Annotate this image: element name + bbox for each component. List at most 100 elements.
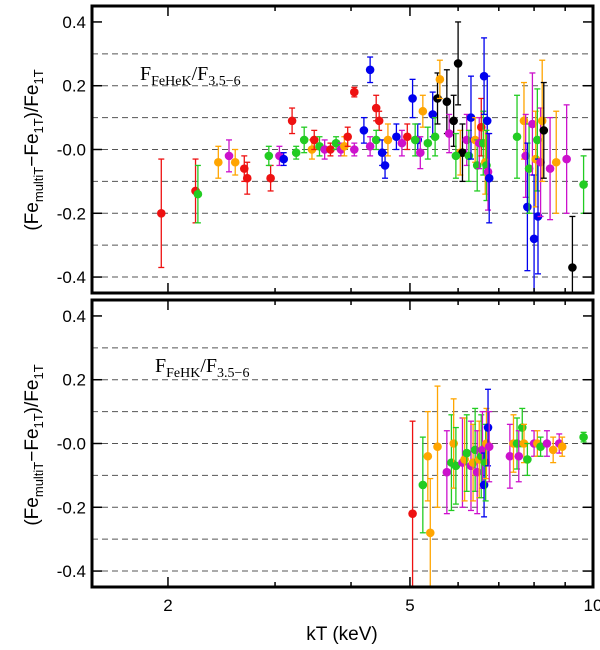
data-point-green: [579, 432, 588, 442]
data-point-green: [264, 151, 274, 161]
data-point-red: [242, 173, 252, 183]
data-point-orange: [383, 135, 393, 145]
data-point-black: [568, 263, 577, 272]
data-point-orange: [449, 439, 458, 448]
data-point-blue: [428, 110, 438, 119]
data-point-magenta: [528, 119, 537, 129]
data-point-green: [423, 138, 433, 148]
data-point-magenta: [542, 439, 552, 448]
y-tick-label: 0.4: [62, 13, 86, 32]
data-point-red: [343, 132, 352, 142]
data-point-green: [430, 132, 440, 142]
data-point-magenta: [462, 135, 472, 145]
x-ticks-bottom: [167, 300, 594, 587]
data-point-orange: [433, 442, 442, 451]
y-tick-label: 0.2: [62, 371, 86, 390]
x-tick-label: 5: [405, 596, 414, 615]
data-point-green: [462, 448, 472, 458]
y-tick-label: 0.4: [62, 307, 86, 326]
data-point-orange: [551, 157, 561, 167]
data-point-red: [371, 103, 381, 113]
data-point-red: [156, 208, 166, 218]
data-point-green: [470, 445, 480, 455]
data-point-blue: [482, 116, 492, 126]
data-point-orange: [423, 451, 433, 461]
data-point-green: [512, 132, 522, 142]
data-point-magenta: [478, 445, 487, 455]
x-tick-label: 10: [584, 596, 600, 615]
data-point-black: [449, 116, 458, 126]
y-axis-title-top: (FemultiT−Fe1T)/Fe1T: [22, 69, 46, 230]
data-point-green: [291, 148, 301, 157]
data-point-green: [299, 135, 309, 145]
data-point-magenta: [562, 154, 571, 164]
x-ticks-top: [167, 6, 594, 293]
data-point-magenta: [365, 142, 375, 151]
data-point-red: [266, 173, 275, 183]
y-tick-label: 0.2: [62, 77, 86, 96]
data-point-orange: [340, 142, 349, 151]
data-point-red: [402, 132, 412, 142]
data-point-orange: [214, 157, 223, 167]
x-axis-title: kT (keV): [306, 624, 377, 645]
data-point-blue: [484, 173, 494, 183]
data-point-blue: [380, 161, 390, 170]
data-point-magenta: [444, 129, 454, 138]
x-tick-labels: 2 5 10: [163, 596, 600, 615]
data-point-magenta: [514, 451, 524, 461]
data-point-magenta: [505, 451, 515, 461]
y-tick-label: -0.2: [57, 204, 86, 223]
data-point-red: [374, 116, 384, 126]
data-point-blue: [483, 423, 493, 432]
data-point-orange: [418, 106, 428, 116]
data-point-green: [533, 135, 542, 145]
grid-lines-bottom: [92, 347, 593, 572]
data-point-blue: [408, 94, 417, 103]
data-point-green: [451, 461, 461, 471]
data-point-red: [239, 164, 249, 173]
data-point-blue: [365, 65, 375, 75]
data-point-red: [287, 116, 297, 126]
data-point-blue: [529, 234, 539, 244]
data-point-magenta: [350, 145, 359, 154]
data-point-magenta: [416, 148, 425, 157]
data-point-orange: [519, 439, 529, 448]
data-point-orange: [548, 445, 558, 455]
annotation-bottom: FFeHK/F3.5−6: [155, 355, 249, 381]
data-point-green: [524, 164, 534, 173]
y-tick-label: -0.0: [57, 435, 86, 454]
data-points-bottom: [408, 385, 588, 587]
data-point-blue: [392, 132, 401, 142]
data-point-red: [326, 145, 335, 154]
data-point-black: [442, 97, 452, 106]
data-point-red: [309, 135, 319, 145]
y-axis-title-bottom: (FemultiT−Fe1T)/Fe1T: [22, 364, 46, 525]
data-point-blue: [279, 154, 289, 164]
y-ticks-top: 0.4 0.2 -0.0 -0.2 -0.4: [57, 13, 593, 287]
data-point-orange: [435, 75, 445, 84]
data-point-orange: [230, 157, 240, 167]
data-point-green: [451, 151, 461, 161]
data-point-black: [453, 59, 463, 68]
data-point-orange: [557, 442, 567, 451]
data-point-black: [458, 148, 467, 157]
data-point-green: [331, 138, 341, 148]
data-point-magenta: [484, 442, 494, 451]
data-point-green: [418, 480, 428, 490]
annotation-top: FFeHeK/F3.5−6: [140, 63, 241, 89]
data-point-green: [193, 189, 203, 199]
y-tick-label: -0.4: [57, 268, 86, 287]
x-tick-label: 2: [163, 596, 172, 615]
data-point-red: [408, 509, 417, 518]
data-point-green: [579, 180, 588, 189]
data-point-blue: [523, 202, 532, 212]
data-point-black: [539, 126, 549, 135]
data-point-blue: [359, 126, 369, 135]
data-point-magenta: [397, 138, 407, 148]
data-points-top: [156, 21, 588, 293]
y-ticks-bottom: 0.4 0.2 -0.0 -0.2 -0.4: [57, 307, 593, 581]
data-point-magenta: [483, 167, 493, 177]
data-point-green: [371, 135, 381, 145]
panel-top: 0.4 0.2 -0.0 -0.2 -0.4 FFeHeK/F3.5−6 (Femult…: [22, 4, 595, 295]
